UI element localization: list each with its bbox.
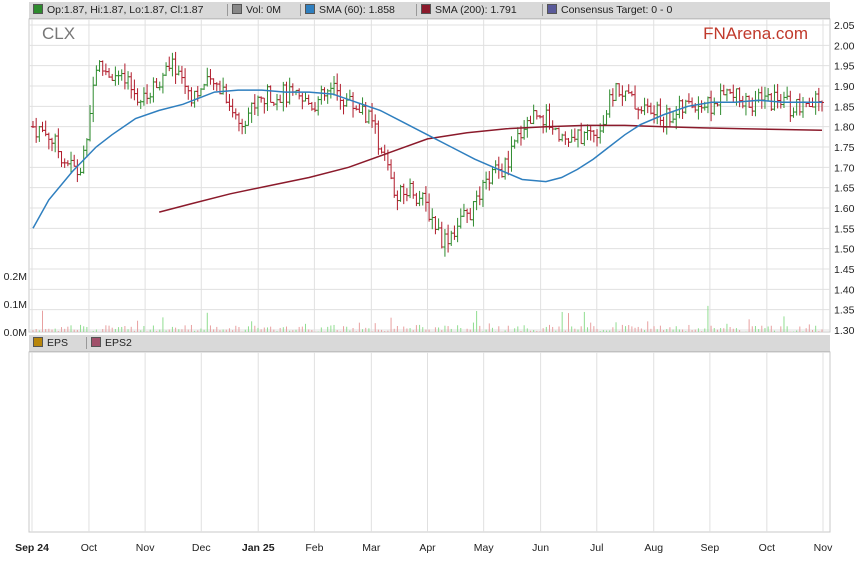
x-tick-label: Oct [81, 542, 97, 554]
x-tick-label: Apr [419, 542, 436, 554]
sma60-line [32, 89, 822, 229]
y-tick-label: 1.45 [834, 264, 855, 276]
y-tick-label: 1.60 [834, 203, 855, 215]
legend-item: SMA (200): 1.791 [421, 4, 517, 16]
x-tick-label: Sep 24 [15, 542, 49, 554]
x-tick-label: Feb [305, 542, 323, 554]
legend-separator [300, 4, 301, 16]
legend-separator [86, 337, 87, 349]
legend-label: Op:1.87, Hi:1.87, Lo:1.87, Cl:1.87 [47, 4, 204, 16]
y-tick-label: 1.90 [834, 81, 855, 93]
legend-swatch [33, 337, 43, 347]
legend-item: SMA (60): 1.858 [305, 4, 395, 16]
legend-item: Consensus Target: 0 - 0 [547, 4, 672, 16]
x-tick-label: Mar [362, 542, 381, 554]
x-tick-label: May [474, 542, 495, 554]
y-tick-label: 1.95 [834, 61, 855, 73]
x-tick-label: Nov [136, 542, 155, 554]
y-tick-label: 1.40 [834, 284, 855, 296]
y-tick-label: 1.35 [834, 305, 855, 317]
legend-label: Vol: 0M [246, 4, 282, 16]
legend-separator [542, 4, 543, 16]
legend-separator [416, 4, 417, 16]
legend-item: Vol: 0M [232, 4, 281, 16]
sma200-line [159, 124, 823, 213]
x-tick-label: Jul [590, 542, 603, 554]
x-tick-label: Dec [192, 542, 211, 554]
y-tick-label: 1.55 [834, 223, 855, 235]
volume-tick-label: 0.2M [4, 271, 27, 283]
legend-swatch [421, 4, 431, 14]
x-tick-label: Oct [759, 542, 775, 554]
legend-item: EPS2 [91, 337, 132, 349]
x-tick-label: Sep [701, 542, 720, 554]
volume-tick-label: 0.1M [4, 299, 27, 311]
y-tick-label: 1.80 [834, 122, 855, 134]
legend-swatch [305, 4, 315, 14]
legend-item: Op:1.87, Hi:1.87, Lo:1.87, Cl:1.87 [33, 4, 203, 16]
legend-bar-top: Op:1.87, Hi:1.87, Lo:1.87, Cl:1.87 Vol: 0… [29, 2, 830, 19]
legend-swatch [232, 4, 242, 14]
legend-swatch [547, 4, 557, 14]
price-panel [28, 18, 831, 333]
legend-label: SMA (60): 1.858 [319, 4, 395, 16]
x-tick-label: Nov [814, 542, 833, 554]
y-tick-label: 1.50 [834, 244, 855, 256]
legend-label: SMA (200): 1.791 [435, 4, 517, 16]
x-tick-label: Jun [532, 542, 549, 554]
legend-swatch [91, 337, 101, 347]
legend-label: Consensus Target: 0 - 0 [561, 4, 673, 16]
y-tick-label: 1.75 [834, 142, 855, 154]
legend-item: EPS [33, 337, 68, 349]
y-tick-label: 1.30 [834, 325, 855, 337]
legend-label: EPS2 [105, 337, 132, 349]
brand-logo: FNArena.com [703, 24, 808, 43]
y-tick-label: 1.85 [834, 101, 855, 113]
legend-separator [227, 4, 228, 16]
y-tick-label: 1.70 [834, 162, 855, 174]
x-tick-label: Jan 25 [242, 542, 275, 554]
y-tick-label: 2.05 [834, 20, 855, 32]
eps-panel [28, 351, 831, 533]
y-tick-label: 2.00 [834, 40, 855, 52]
legend-bar-bottom: EPS EPS2 [29, 335, 830, 352]
ticker-label: CLX [42, 24, 75, 43]
y-tick-label: 1.65 [834, 183, 855, 195]
legend-swatch [33, 4, 43, 14]
volume-tick-label: 0.0M [4, 327, 27, 339]
x-tick-label: Aug [644, 542, 663, 554]
legend-label: EPS [47, 337, 69, 349]
